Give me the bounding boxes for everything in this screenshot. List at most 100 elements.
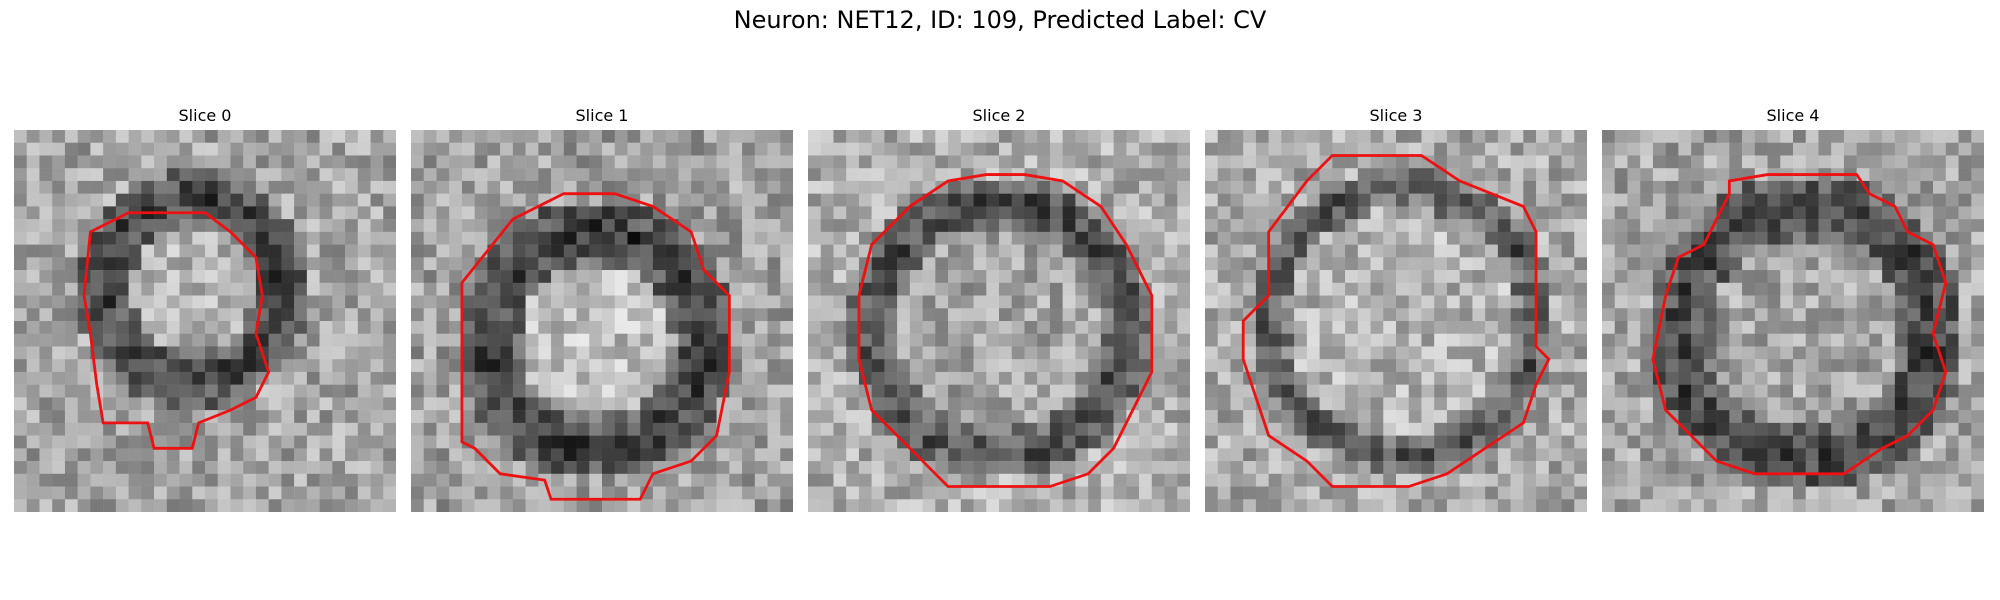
pixel (1332, 499, 1346, 512)
pixel (820, 231, 834, 245)
pixel (1088, 244, 1102, 258)
pixel (1561, 168, 1575, 182)
pixel (1523, 448, 1537, 462)
pixel (1408, 435, 1422, 449)
pixel (449, 346, 463, 360)
pixel (370, 168, 384, 182)
pixel (1049, 384, 1063, 398)
pixel (52, 448, 66, 462)
pixel (820, 193, 834, 207)
pixel (436, 219, 450, 233)
pixel (411, 422, 424, 436)
pixel (14, 473, 27, 487)
pixel (1472, 499, 1486, 512)
pixel (1049, 321, 1063, 334)
pixel (1665, 308, 1679, 322)
pixel (922, 499, 936, 512)
pixel (833, 193, 847, 207)
pixel (1164, 180, 1178, 194)
pixel (1139, 130, 1153, 143)
pixel (922, 448, 936, 462)
pixel (833, 473, 847, 487)
pixel (960, 422, 974, 436)
pixel (576, 130, 590, 143)
pixel (461, 333, 475, 347)
pixel (128, 295, 142, 309)
pixel (1602, 461, 1615, 475)
pixel (1037, 130, 1051, 143)
pixel (1627, 384, 1641, 398)
pixel (767, 435, 781, 449)
pixel (884, 282, 898, 296)
pixel (652, 448, 666, 462)
pixel (449, 435, 463, 449)
pixel (345, 461, 359, 475)
pixel (357, 371, 371, 385)
pixel (1485, 499, 1499, 512)
pixel (922, 257, 936, 271)
pixel (1627, 486, 1641, 500)
pixel (461, 142, 475, 156)
pixel (1230, 130, 1244, 143)
pixel (1370, 333, 1384, 347)
pixel (846, 295, 860, 309)
pixel (897, 371, 911, 385)
pixel (1561, 384, 1575, 398)
pixel (525, 486, 539, 500)
pixel (370, 257, 384, 271)
pixel (767, 448, 781, 462)
pixel (294, 384, 308, 398)
pixel (589, 371, 603, 385)
pixel (1971, 410, 1984, 424)
pixel (1945, 142, 1959, 156)
pixel (1345, 486, 1359, 500)
pixel (1869, 206, 1883, 220)
pixel (1472, 219, 1486, 233)
pixel (909, 168, 923, 182)
pixel (1818, 270, 1832, 284)
pixel (1230, 499, 1244, 512)
pixel (1805, 448, 1819, 462)
pixel (243, 308, 257, 322)
pixel (423, 308, 437, 322)
pixel (1869, 359, 1883, 373)
pixel (166, 244, 180, 258)
pixel (897, 486, 911, 500)
pixel (1446, 486, 1460, 500)
pixel (1396, 410, 1409, 424)
pixel (1113, 206, 1127, 220)
pixel (128, 410, 142, 424)
pixel (319, 308, 333, 322)
pixel (1037, 473, 1051, 487)
pixel (1691, 321, 1705, 334)
pixel (26, 257, 40, 271)
pixel (742, 371, 756, 385)
pixel (1602, 371, 1615, 385)
pixel (77, 219, 91, 233)
pixel (986, 333, 1000, 347)
pixel (217, 206, 231, 220)
pixel (652, 219, 666, 233)
pixel (179, 270, 193, 284)
pixel (716, 257, 730, 271)
pixel (423, 295, 437, 309)
pixel (1446, 130, 1460, 143)
pixel (39, 321, 53, 334)
pixel (1523, 180, 1537, 194)
pixel (1268, 384, 1282, 398)
pixel (1665, 397, 1679, 411)
pixel (1920, 155, 1934, 169)
pixel (884, 155, 898, 169)
pixel (1268, 130, 1282, 143)
pixel (1574, 282, 1587, 296)
pixel (306, 448, 320, 462)
pixel (846, 206, 860, 220)
pixel (678, 397, 692, 411)
pixel (1088, 346, 1102, 360)
pixel (1011, 371, 1025, 385)
pixel (14, 155, 27, 169)
pixel (846, 257, 860, 271)
pixel (948, 333, 962, 347)
pixel (589, 422, 603, 436)
pixel (703, 486, 717, 500)
